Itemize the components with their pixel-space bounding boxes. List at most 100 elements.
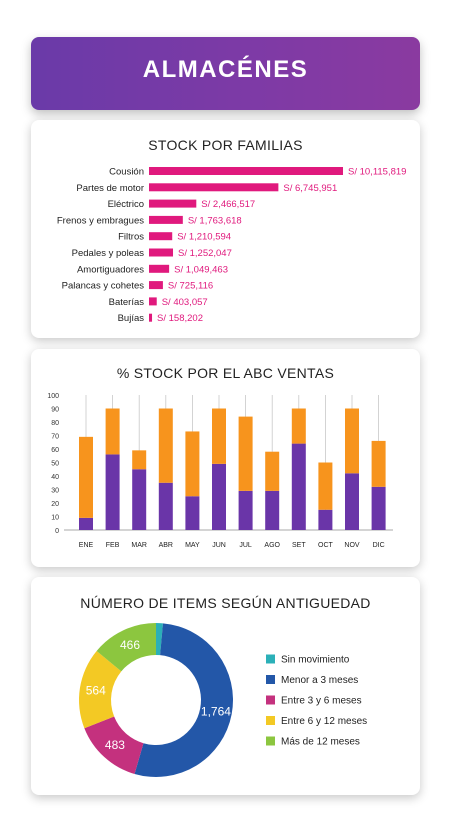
donut-slice-label: 466 <box>120 638 140 652</box>
legend-swatch <box>266 654 275 664</box>
donut-slice <box>134 623 233 777</box>
legend-swatch <box>266 695 275 705</box>
family-value-label: S/ 1,763,618 <box>188 215 242 226</box>
header-banner: ALMACÉNES <box>31 37 420 110</box>
family-label: Filtros <box>118 232 144 243</box>
legend-label: Entre 3 y 6 meses <box>281 696 362 707</box>
stock-familias-title: STOCK POR FAMILIAS <box>148 137 303 153</box>
family-value-label: S/ 6,745,951 <box>283 183 337 194</box>
family-value-label: S/ 725,116 <box>168 281 213 292</box>
legend-label: Más de 12 meses <box>281 737 360 748</box>
abc-bar-upper <box>291 408 306 444</box>
donut-slice <box>96 623 156 672</box>
abc-ventas-card: % STOCK POR EL ABC VENTAS 0 10 20 30 40 50 60 7… <box>31 349 420 567</box>
family-value-label: S/ 1,210,594 <box>177 232 231 243</box>
legend-swatch <box>266 736 275 746</box>
x-tick-label: JUL <box>239 542 252 549</box>
abc-bar-lower <box>132 469 147 530</box>
legend-swatch <box>266 716 275 725</box>
family-bar <box>149 183 279 192</box>
legend-swatch <box>266 675 275 684</box>
x-tick-label: JUN <box>212 542 226 549</box>
family-label: Bujías <box>118 313 145 324</box>
abc-ventas-title: % STOCK POR EL ABC VENTAS <box>116 365 335 381</box>
abc-bar-upper <box>265 451 280 491</box>
abc-bar-upper <box>105 408 120 455</box>
abc-bar-upper <box>238 416 253 491</box>
x-tick-label: FEB <box>106 542 120 549</box>
family-label: Baterías <box>109 297 145 308</box>
family-label: Amortiguadores <box>77 264 144 275</box>
family-bar <box>149 215 183 224</box>
page-title: ALMACÉNES <box>142 56 309 83</box>
family-value-label: S/ 1,049,463 <box>174 264 228 275</box>
donut-slice <box>84 716 144 774</box>
stock-familias-card: STOCK POR FAMILIAS Cousión S/ 10,115,819 P… <box>31 120 420 338</box>
stock-familias-chart: Cousión S/ 10,115,819 Partes de motor S/ 6,… <box>57 167 407 325</box>
x-tick-label: DIC <box>373 542 385 549</box>
donut-slice-label: 564 <box>86 683 106 697</box>
y-tick-label: 60 <box>51 447 59 454</box>
antiguedad-title: NÚMERO DE ITEMS SEGÚN ANTIGUEDAD <box>80 595 371 611</box>
abc-bar-lower <box>291 443 306 530</box>
family-bar <box>149 264 170 273</box>
family-bar <box>149 167 343 175</box>
x-tick-label: SET <box>292 542 306 549</box>
family-value-label: S/ 1,252,047 <box>178 248 232 259</box>
family-value-label: S/ 158,202 <box>157 313 203 324</box>
family-bar <box>149 313 153 322</box>
y-tick-label: 80 <box>51 420 59 427</box>
abc-bar-upper <box>318 462 333 510</box>
abc-bar-upper <box>158 408 173 483</box>
abc-bar-upper <box>185 431 200 497</box>
family-value-label: S/ 10,115,819 <box>348 167 406 178</box>
x-tick-label: MAY <box>185 542 200 549</box>
y-tick-label: 0 <box>55 528 59 535</box>
y-tick-label: 40 <box>51 474 59 481</box>
family-bar <box>149 232 173 241</box>
antiguedad-card: NÚMERO DE ITEMS SEGÚN ANTIGUEDAD 1,764 48… <box>31 577 420 795</box>
abc-bar-lower <box>345 473 359 530</box>
y-tick-label: 20 <box>51 501 59 508</box>
legend-label: Sin movimiento <box>281 655 350 666</box>
abc-bar-lower <box>265 490 280 530</box>
family-value-label: S/ 2,466,517 <box>201 199 255 210</box>
y-tick-label: 10 <box>51 515 59 522</box>
abc-bar-lower <box>105 454 120 530</box>
family-bar <box>149 281 163 290</box>
x-tick-label: OCT <box>318 542 334 549</box>
donut-slice-label: 483 <box>105 738 125 752</box>
family-label: Palancas y cohetes <box>62 281 145 292</box>
x-tick-label: ABR <box>159 542 173 549</box>
y-tick-label: 100 <box>47 393 59 400</box>
abc-ventas-chart: 0 10 20 30 40 50 60 70 80 90 100 ENE FEB MAR ABR MAY JUN… <box>47 393 393 549</box>
abc-bar-lower <box>158 482 173 530</box>
donut-slice-label: 1,764 <box>201 704 231 718</box>
family-label: Partes de motor <box>76 183 144 194</box>
abc-bar-lower <box>371 486 386 530</box>
family-label: Cousión <box>109 167 144 178</box>
abc-bar-lower <box>212 463 226 530</box>
donut-slice <box>156 623 163 656</box>
abc-bar-lower <box>238 490 253 530</box>
y-tick-label: 70 <box>51 434 59 441</box>
antiguedad-chart: 1,764 483 564 466 Sin movimiento Menor a 3 me… <box>79 623 367 777</box>
y-tick-label: 50 <box>51 461 59 468</box>
abc-bar-upper <box>371 440 386 487</box>
abc-bar-lower <box>318 509 333 530</box>
x-tick-label: AGO <box>264 542 280 549</box>
donut-slice <box>79 650 122 729</box>
family-bar <box>149 297 157 306</box>
legend-label: Menor a 3 meses <box>281 675 358 686</box>
abc-bar-upper <box>132 450 147 470</box>
family-value-label: S/ 403,057 <box>162 297 208 308</box>
family-bar <box>149 199 197 208</box>
abc-bar-lower <box>185 496 200 530</box>
x-tick-label: ENE <box>79 542 94 549</box>
family-label: Pedales y poleas <box>72 248 145 259</box>
y-tick-label: 90 <box>51 407 59 414</box>
x-tick-label: MAR <box>131 542 147 549</box>
x-tick-label: NOV <box>344 542 360 549</box>
family-label: Frenos y embragues <box>57 215 144 226</box>
abc-bar-upper <box>212 408 226 464</box>
